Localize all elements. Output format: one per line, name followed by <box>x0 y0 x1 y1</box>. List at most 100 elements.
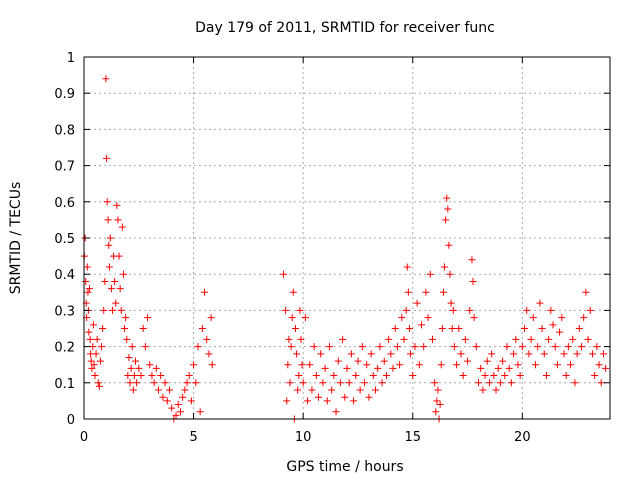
data-point <box>507 379 515 387</box>
data-point <box>107 285 115 293</box>
data-point <box>567 361 575 369</box>
data-point <box>284 361 292 369</box>
data-point <box>490 372 498 380</box>
data-point <box>312 372 320 380</box>
data-point <box>407 350 415 358</box>
data-point <box>112 299 120 307</box>
data-point <box>367 350 375 358</box>
data-point <box>444 205 452 213</box>
data-point <box>503 343 511 351</box>
data-point <box>441 263 449 271</box>
data-point <box>361 379 369 387</box>
data-point <box>198 325 206 332</box>
data-point <box>578 343 586 351</box>
data-point <box>87 357 95 365</box>
x-axis-ticks: 0 5 10 15 20 <box>80 57 531 445</box>
data-point <box>602 364 610 372</box>
data-point <box>536 299 544 307</box>
data-point <box>89 343 97 351</box>
data-point <box>286 379 294 387</box>
data-point <box>588 350 596 358</box>
data-point <box>485 379 493 387</box>
data-point <box>85 328 93 336</box>
data-point <box>123 335 131 343</box>
data-point <box>512 335 520 343</box>
data-point <box>516 372 524 380</box>
grid-lines <box>84 57 610 419</box>
data-point <box>518 343 526 351</box>
x-tick-label: 5 <box>189 430 197 445</box>
data-point <box>403 263 411 271</box>
data-point <box>422 288 430 296</box>
data-point <box>547 306 555 314</box>
data-point <box>341 393 349 401</box>
data-point <box>396 361 404 369</box>
data-point <box>103 198 111 206</box>
data-point <box>385 335 393 343</box>
data-point <box>402 306 410 314</box>
data-point <box>363 361 371 369</box>
data-point <box>325 343 333 351</box>
data-point <box>558 314 566 322</box>
data-point <box>398 314 406 322</box>
data-point <box>105 241 113 249</box>
data-point <box>296 306 304 314</box>
data-point <box>176 408 184 416</box>
data-point <box>83 263 91 271</box>
data-point <box>582 288 590 296</box>
data-point <box>295 372 303 380</box>
data-point <box>387 350 395 358</box>
data-point <box>448 325 456 332</box>
data-point <box>289 288 297 296</box>
data-point <box>365 393 373 401</box>
data-point <box>382 372 390 380</box>
data-point <box>152 364 160 372</box>
data-point <box>501 372 509 380</box>
data-point <box>159 393 167 401</box>
data-point <box>343 364 351 372</box>
data-point <box>116 285 124 293</box>
data-point <box>347 350 355 358</box>
chart-title: Day 179 of 2011, SRMTID for receiver fun… <box>195 20 495 36</box>
data-point <box>299 379 307 387</box>
data-point <box>99 325 107 332</box>
data-point <box>194 343 202 351</box>
data-point <box>144 314 152 322</box>
data-point <box>436 401 444 409</box>
data-point <box>150 379 158 387</box>
data-point <box>84 288 92 296</box>
data-point <box>466 306 474 314</box>
data-point <box>591 372 599 380</box>
data-point <box>119 270 127 278</box>
data-point <box>523 306 531 314</box>
data-point <box>350 397 358 405</box>
data-point <box>190 361 198 369</box>
y-tick-label: 0.3 <box>54 304 75 319</box>
data-point <box>203 335 211 343</box>
data-point <box>597 379 605 387</box>
data-point <box>321 364 329 372</box>
data-point <box>306 361 314 369</box>
data-point <box>208 361 216 369</box>
data-point <box>575 325 583 332</box>
data-point <box>121 325 129 332</box>
data-point <box>477 364 485 372</box>
data-point <box>90 361 98 369</box>
y-tick-label: 0.5 <box>54 232 75 247</box>
data-point <box>293 350 301 358</box>
data-point <box>468 256 476 264</box>
data-point <box>288 314 296 322</box>
data-point <box>161 379 169 387</box>
data-point <box>483 357 491 365</box>
data-point <box>297 335 305 343</box>
data-point <box>389 364 397 372</box>
data-point <box>418 321 426 329</box>
y-axis-ticks: 0 0.1 0.2 0.3 0.4 0.5 0.6 0.7 0.8 0.9 1 <box>54 51 610 428</box>
data-point <box>287 343 295 351</box>
data-point <box>404 288 412 296</box>
data-point <box>205 350 213 358</box>
data-point <box>431 379 439 387</box>
data-point <box>432 408 440 416</box>
data-point <box>298 361 306 369</box>
data-point <box>128 343 136 351</box>
